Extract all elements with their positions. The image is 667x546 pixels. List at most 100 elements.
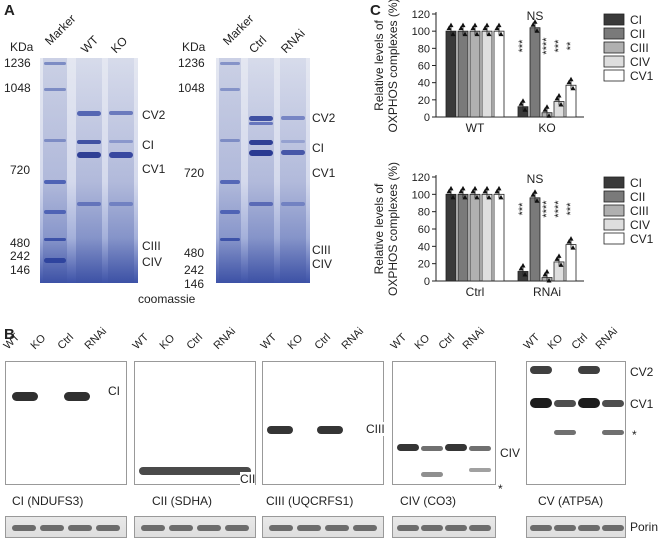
complex-civ-right: CIV bbox=[312, 257, 333, 271]
data-point bbox=[518, 265, 524, 271]
blot5-band-cv1: CV1 bbox=[630, 397, 654, 411]
bar-cii-rnai bbox=[529, 197, 541, 282]
blot4-caption: CIV (CO3) bbox=[400, 494, 457, 508]
marker-242-left: 242 bbox=[10, 249, 31, 263]
blot4-lane-ko: KO bbox=[412, 332, 433, 352]
blot5-star: * bbox=[632, 428, 637, 442]
blot1-caption: CI (NDUFS3) bbox=[12, 494, 84, 508]
blot-cii bbox=[134, 361, 256, 485]
blot2-lane-wt: WT bbox=[130, 331, 152, 352]
legend-label: CV1 bbox=[630, 232, 654, 246]
data-point bbox=[458, 188, 464, 194]
lane-label-ko: KO bbox=[108, 33, 131, 56]
blot4-loading-control bbox=[392, 516, 496, 538]
bar-cii-ko bbox=[529, 27, 541, 118]
y-axis-label: Relative levels ofOXPHOS complexes (%) bbox=[372, 0, 400, 133]
blot1-lane-ko: KO bbox=[28, 332, 49, 352]
significance-label: *** bbox=[553, 39, 565, 53]
lane-label-marker-left: Marker bbox=[42, 11, 79, 48]
significance-label: NS bbox=[527, 9, 544, 23]
complex-civ-left: CIV bbox=[142, 255, 163, 269]
data-point bbox=[486, 194, 492, 200]
marker-720-left: 720 bbox=[10, 163, 31, 177]
data-point bbox=[462, 31, 468, 37]
data-point bbox=[544, 104, 550, 109]
data-point bbox=[544, 269, 550, 274]
y-tick-label: 40 bbox=[418, 78, 430, 90]
blot3-lane-ko: KO bbox=[285, 332, 306, 352]
blot4-lane-wt: WT bbox=[388, 331, 410, 352]
data-point bbox=[568, 236, 574, 241]
data-point bbox=[460, 22, 466, 28]
blot3-caption: CIII (UQCRFS1) bbox=[266, 494, 354, 508]
y-tick-label: 40 bbox=[418, 241, 430, 253]
complex-cv2-right: CV2 bbox=[312, 111, 336, 125]
blot2-band-cii: CII bbox=[240, 472, 256, 486]
x-category-label: Ctrl bbox=[466, 285, 485, 299]
data-point bbox=[494, 188, 500, 194]
marker-1048-left: 1048 bbox=[4, 81, 31, 95]
blot3-lane-wt: WT bbox=[258, 331, 280, 352]
panel-label-c: C bbox=[370, 2, 381, 19]
data-point bbox=[448, 185, 454, 191]
data-point bbox=[546, 278, 552, 283]
y-tick-label: 60 bbox=[418, 224, 430, 236]
complex-cv1-left: CV1 bbox=[142, 162, 166, 176]
data-point bbox=[534, 198, 540, 203]
legend-swatch bbox=[603, 232, 625, 245]
blot1-lane-ctrl: Ctrl bbox=[55, 331, 77, 352]
blot2-caption: CII (SDHA) bbox=[152, 494, 212, 508]
data-point bbox=[484, 185, 490, 191]
significance-label: *** bbox=[565, 202, 577, 216]
data-point bbox=[472, 185, 478, 191]
significance-label: NS bbox=[527, 172, 544, 186]
lane-label-rnai: RNAi bbox=[278, 26, 308, 56]
data-point bbox=[484, 22, 490, 28]
blot3-loading-control bbox=[262, 516, 384, 538]
blot-civ bbox=[392, 361, 496, 485]
y-axis-label: Relative levels ofOXPHOS complexes (%) bbox=[372, 162, 400, 296]
data-point bbox=[446, 188, 452, 194]
y-tick-label: 100 bbox=[412, 26, 430, 38]
legend-label: CII bbox=[630, 27, 645, 41]
data-point bbox=[448, 22, 454, 28]
data-point bbox=[554, 256, 560, 261]
lane-label-wt: WT bbox=[78, 32, 102, 56]
data-point bbox=[542, 272, 548, 277]
blot1-lane-rnai: RNAi bbox=[82, 325, 110, 352]
y-tick-label: 80 bbox=[418, 207, 430, 219]
marker-1236-right: 1236 bbox=[178, 56, 205, 70]
data-point bbox=[532, 189, 538, 194]
complex-ciii-left: CIII bbox=[142, 239, 161, 253]
bar-cii-wt bbox=[457, 30, 469, 118]
data-point bbox=[558, 102, 564, 107]
data-point bbox=[450, 31, 456, 37]
data-point bbox=[498, 31, 504, 37]
data-point bbox=[498, 194, 504, 200]
blot5-loading-control bbox=[526, 516, 626, 538]
marker-480-right: 480 bbox=[184, 246, 205, 260]
legend-swatch bbox=[603, 55, 625, 68]
complex-ciii-right: CIII bbox=[312, 243, 331, 257]
data-point bbox=[482, 25, 488, 31]
bar-civ-wt bbox=[481, 30, 493, 118]
blot2-loading-control bbox=[134, 516, 256, 538]
legend-label: CIII bbox=[630, 41, 649, 55]
data-point bbox=[554, 96, 560, 101]
kda-label-left: KDa bbox=[10, 40, 34, 54]
bar-cv1-rnai bbox=[565, 244, 577, 282]
data-point bbox=[496, 185, 502, 191]
data-point bbox=[460, 185, 466, 191]
blot4-band-civ: CIV bbox=[500, 446, 521, 460]
significance-label: **** bbox=[541, 37, 553, 55]
bar-cv1-ctrl bbox=[493, 193, 505, 282]
blot3-lane-rnai: RNAi bbox=[339, 325, 367, 352]
bar-ci-ctrl bbox=[445, 193, 457, 282]
data-point bbox=[520, 98, 526, 103]
marker-1236-left: 1236 bbox=[4, 56, 31, 70]
blot1-band-ci: CI bbox=[108, 384, 120, 398]
bar-charts: Relative levels ofOXPHOS complexes (%) 0 2… bbox=[372, 0, 654, 299]
data-point bbox=[542, 107, 548, 112]
data-point bbox=[450, 194, 456, 200]
data-point bbox=[482, 188, 488, 194]
